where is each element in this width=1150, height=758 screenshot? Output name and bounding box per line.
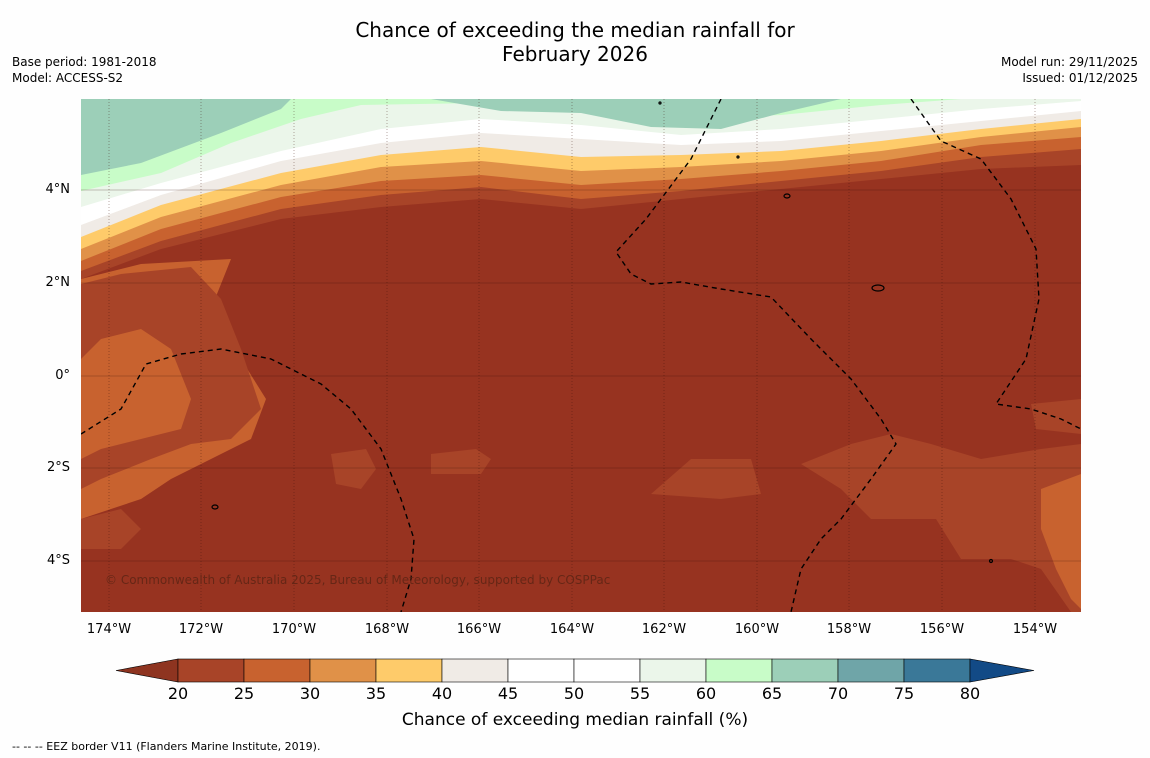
colorbar-tick-label: 60 (695, 684, 717, 703)
region-east-edge (1031, 399, 1081, 434)
colorbar-segment (243, 658, 311, 683)
region-east-south (801, 434, 1081, 612)
map-title: Chance of exceeding the median rainfall … (0, 18, 1150, 66)
ytick-4s: 4°S (46, 553, 70, 568)
band-65 (81, 99, 291, 175)
colorbar-tick-label: 70 (827, 684, 849, 703)
colorbar-segment (837, 658, 905, 683)
colorbar-tick-label: 30 (299, 684, 321, 703)
base-period: Base period: 1981-2018 (12, 55, 157, 69)
colorbar-tick-label: 45 (497, 684, 519, 703)
xtick-174w: 174°W (86, 622, 132, 637)
meta-left: Base period: 1981-2018 Model: ACCESS-S2 (12, 54, 157, 86)
colorbar-segment (705, 658, 773, 683)
colorbar-segment (441, 658, 509, 683)
region-southwest (81, 509, 141, 549)
colorbar-segment (903, 658, 971, 683)
xtick-166w: 166°W (456, 622, 502, 637)
colorbar-tick-label: 80 (959, 684, 981, 703)
model-run: Model run: 29/11/2025 (1000, 55, 1138, 69)
xtick-162w: 162°W (641, 622, 687, 637)
xtick-170w: 170°W (271, 622, 317, 637)
ytick-2s: 2°S (46, 460, 70, 475)
xtick-172w: 172°W (178, 622, 224, 637)
ytick-4n: 4°N (45, 182, 71, 197)
colorbar-segment (177, 658, 245, 683)
issued-date: Issued: 01/12/2025 (1022, 71, 1138, 85)
region-southeast (651, 459, 761, 499)
eez-footnote: -- -- -- EEZ border V11 (Flanders Marine… (12, 740, 321, 753)
title-line-1: Chance of exceeding the median rainfall … (355, 18, 795, 42)
model-name: Model: ACCESS-S2 (12, 71, 124, 85)
colorbar-tick-label: 35 (365, 684, 387, 703)
rainfall-map (81, 99, 1081, 612)
colorbar (115, 658, 1035, 683)
ytick-2n: 2°N (45, 275, 71, 290)
region-east-south-inner (1041, 474, 1081, 609)
xtick-160w: 160°W (734, 622, 780, 637)
band-55 (81, 99, 1081, 207)
eez-borders (81, 99, 1081, 612)
region-central-blob (331, 449, 376, 489)
xtick-154w: 154°W (1012, 622, 1058, 637)
islands (211, 101, 994, 564)
colorbar-tick-label: 25 (233, 684, 255, 703)
xtick-158w: 158°W (826, 622, 872, 637)
copyright-notice: © Commonwealth of Australia 2025, Bureau… (105, 573, 611, 587)
ytick-0: 0° (55, 368, 70, 383)
region-west-inner (81, 329, 191, 459)
colorbar-tick-label: 65 (761, 684, 783, 703)
colorbar-segment (573, 658, 641, 683)
colorbar-segment (375, 658, 443, 683)
colorbar-extend-high (969, 658, 1035, 683)
colorbar-tick-label: 50 (563, 684, 585, 703)
colorbar-tick-label: 55 (629, 684, 651, 703)
xtick-168w: 168°W (364, 622, 410, 637)
title-line-2: February 2026 (502, 42, 648, 66)
latitude-lines (81, 189, 1081, 562)
colorbar-tick-label: 20 (167, 684, 189, 703)
meta-right: Model run: 29/11/2025 Issued: 01/12/2025 (1001, 54, 1138, 86)
colorbar-segment (507, 658, 575, 683)
colorbar-tick-label: 75 (893, 684, 915, 703)
colorbar-extend-low (115, 658, 179, 683)
xtick-156w: 156°W (919, 622, 965, 637)
colorbar-segment (771, 658, 839, 683)
colorbar-tick-label: 40 (431, 684, 453, 703)
band-65-center (431, 99, 841, 129)
colorbar-segment (639, 658, 707, 683)
xtick-164w: 164°W (549, 622, 595, 637)
colorbar-segment (309, 658, 377, 683)
colorbar-label: Chance of exceeding median rainfall (%) (401, 710, 749, 730)
